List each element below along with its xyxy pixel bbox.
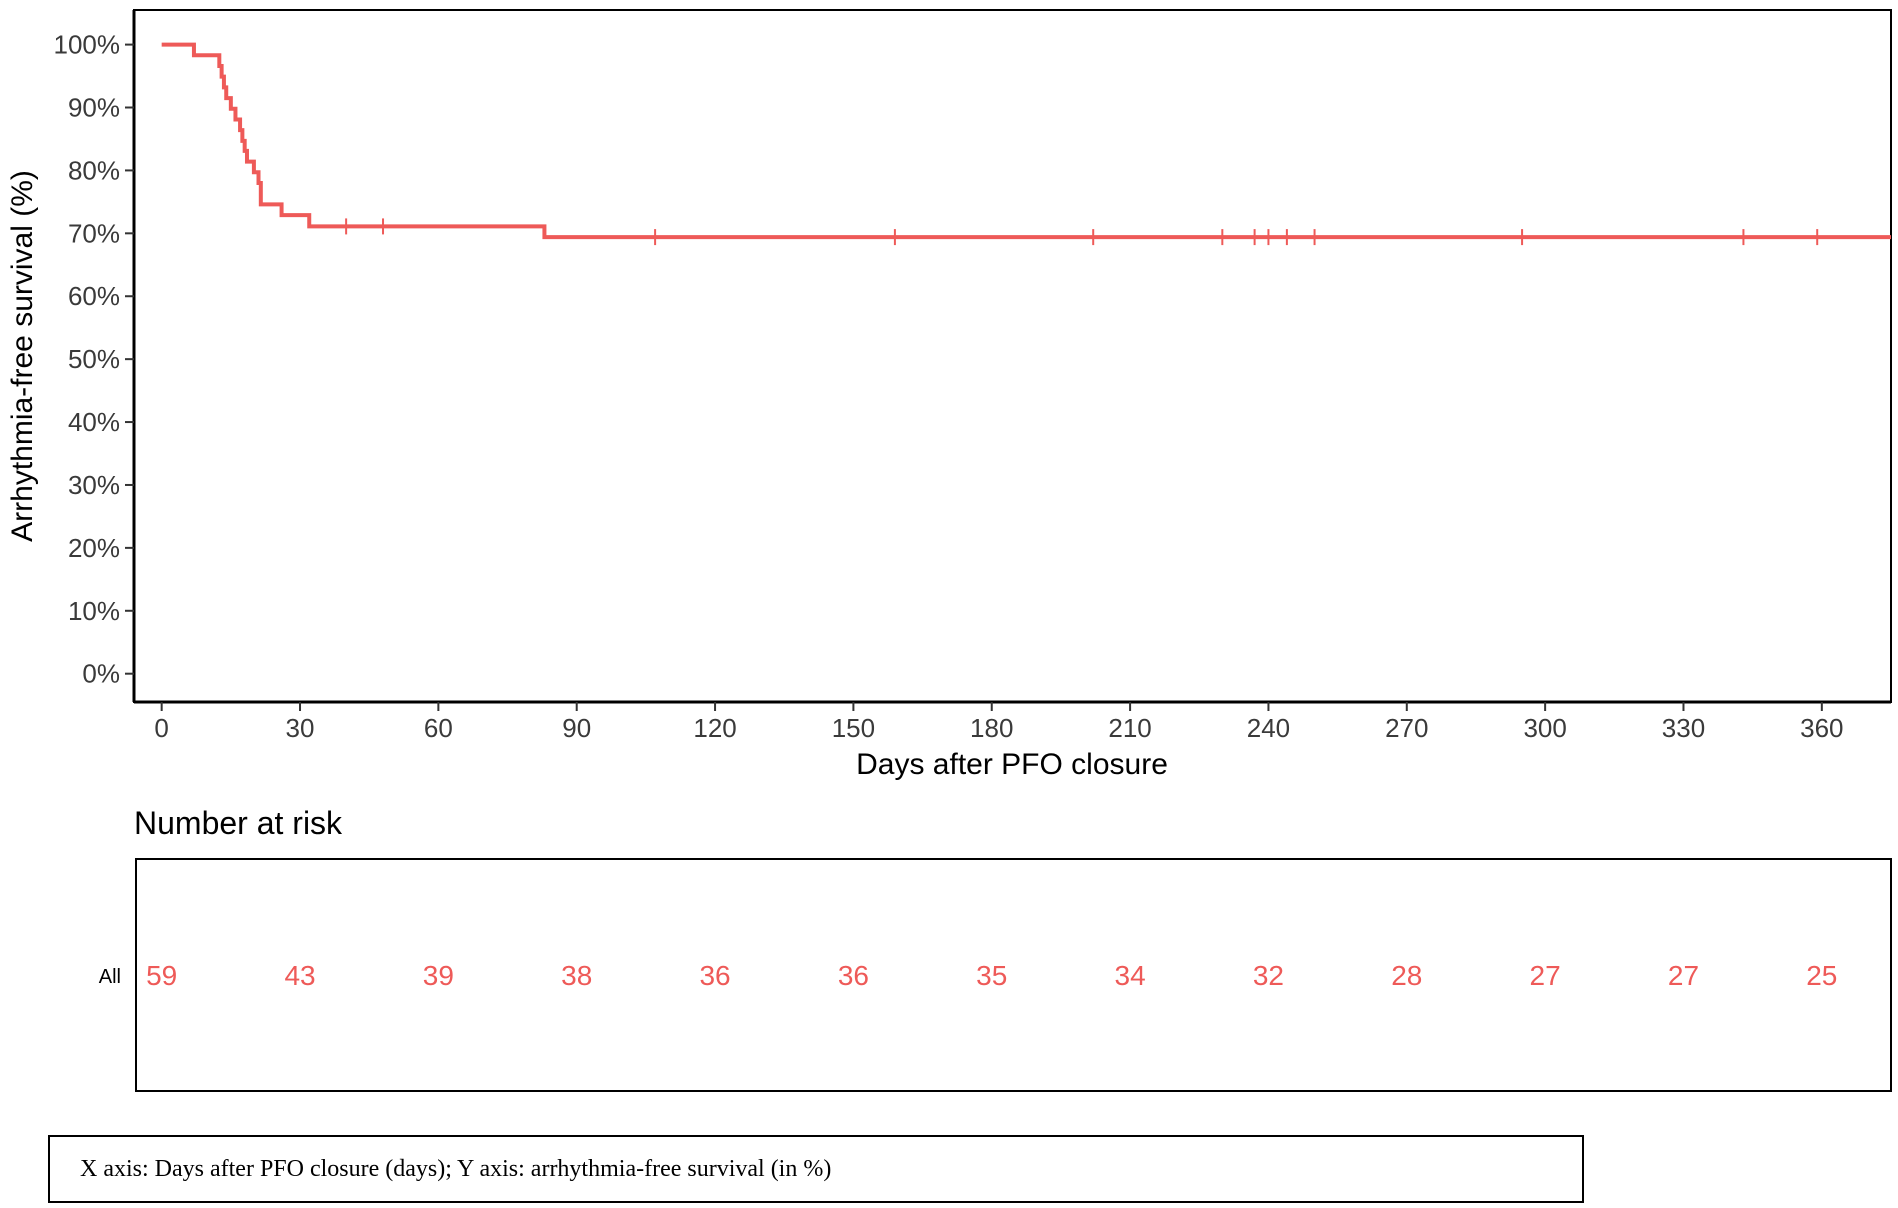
censor-marks	[345, 218, 1819, 246]
risk-value: 35	[976, 960, 1007, 991]
risk-value: 39	[423, 960, 454, 991]
x-tick-label: 30	[286, 713, 315, 743]
risk-value: 25	[1806, 960, 1837, 991]
x-tick-label: 300	[1523, 713, 1566, 743]
caption-text: X axis: Days after PFO closure (days); Y…	[80, 1156, 832, 1182]
y-tick-label: 90%	[68, 93, 120, 123]
y-tick-label: 60%	[68, 281, 120, 311]
x-axis-title: Days after PFO closure	[856, 748, 1168, 781]
y-tick-label: 70%	[68, 218, 120, 248]
y-tick-label: 0%	[82, 659, 120, 689]
x-tick-label: 90	[562, 713, 591, 743]
risk-table-frame	[135, 858, 1892, 1092]
risk-value: 27	[1530, 960, 1561, 991]
risk-table-values: 59 43 39 38 36 36 35 34 32 28 27 27 25	[146, 960, 1837, 991]
y-axis-title: Arrhythmia-free survival (%)	[6, 170, 39, 542]
x-tick-label: 330	[1662, 713, 1705, 743]
x-tick-label: 150	[832, 713, 875, 743]
y-tick-label: 50%	[68, 344, 120, 374]
risk-table-title: Number at risk	[134, 805, 343, 841]
x-axis-ticks: 0 30 60 90 120 150 180 210 240 270 300 330 360	[154, 702, 1844, 743]
risk-value: 38	[561, 960, 592, 991]
risk-value: 36	[838, 960, 869, 991]
y-tick-label: 40%	[68, 407, 120, 437]
risk-value: 27	[1668, 960, 1699, 991]
y-tick-label: 30%	[68, 470, 120, 500]
y-tick-label: 80%	[68, 155, 120, 185]
x-tick-label: 270	[1385, 713, 1428, 743]
caption-box: X axis: Days after PFO closure (days); Y…	[48, 1135, 1584, 1203]
survival-line	[161, 42, 1891, 240]
y-tick-label: 100%	[54, 30, 121, 60]
x-tick-label: 120	[693, 713, 736, 743]
risk-value: 34	[1115, 960, 1146, 991]
x-tick-label: 360	[1800, 713, 1843, 743]
y-axis-ticks: 0% 10% 20% 30% 40% 50% 60% 70% 80% 90% 100%	[54, 30, 134, 689]
y-tick-label: 10%	[68, 596, 120, 626]
y-tick-label: 20%	[68, 533, 120, 563]
risk-strata-label: All	[99, 966, 121, 988]
plot-frame	[133, 9, 1892, 703]
x-tick-label: 240	[1247, 713, 1290, 743]
x-tick-label: 0	[154, 713, 168, 743]
x-tick-label: 210	[1108, 713, 1151, 743]
risk-value: 36	[699, 960, 730, 991]
x-tick-label: 180	[970, 713, 1013, 743]
risk-value: 32	[1253, 960, 1284, 991]
risk-value: 59	[146, 960, 177, 991]
x-tick-label: 60	[424, 713, 453, 743]
risk-value: 43	[284, 960, 315, 991]
risk-value: 28	[1391, 960, 1422, 991]
km-curve	[161, 42, 1891, 240]
